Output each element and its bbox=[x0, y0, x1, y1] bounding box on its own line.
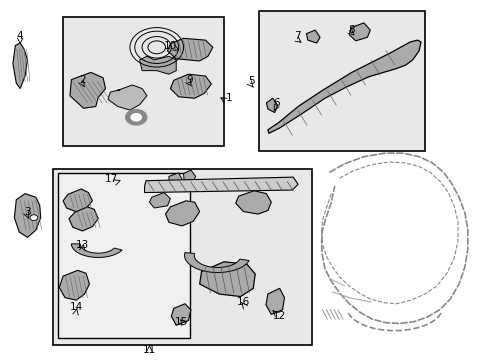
Circle shape bbox=[30, 215, 38, 221]
Polygon shape bbox=[108, 85, 147, 110]
Polygon shape bbox=[171, 304, 190, 325]
Text: 14: 14 bbox=[69, 302, 83, 312]
Polygon shape bbox=[144, 177, 298, 193]
Circle shape bbox=[130, 113, 142, 122]
Polygon shape bbox=[167, 39, 212, 61]
Text: 13: 13 bbox=[76, 239, 89, 249]
Text: 12: 12 bbox=[272, 311, 285, 320]
Polygon shape bbox=[59, 270, 89, 300]
Polygon shape bbox=[170, 74, 211, 98]
Polygon shape bbox=[267, 40, 420, 134]
Polygon shape bbox=[69, 207, 98, 231]
Polygon shape bbox=[235, 191, 271, 214]
Text: 10: 10 bbox=[163, 41, 177, 50]
Polygon shape bbox=[149, 193, 170, 208]
Polygon shape bbox=[184, 253, 249, 273]
Polygon shape bbox=[266, 98, 277, 113]
Polygon shape bbox=[70, 72, 105, 108]
Polygon shape bbox=[168, 173, 182, 185]
Text: 2: 2 bbox=[79, 75, 86, 85]
Text: 4: 4 bbox=[17, 31, 23, 41]
Text: 16: 16 bbox=[236, 297, 250, 307]
Polygon shape bbox=[183, 170, 195, 184]
Polygon shape bbox=[63, 189, 92, 212]
Polygon shape bbox=[13, 43, 27, 89]
Text: 1: 1 bbox=[225, 93, 232, 103]
Text: 7: 7 bbox=[293, 31, 300, 41]
Text: 9: 9 bbox=[186, 75, 193, 85]
Text: 3: 3 bbox=[24, 207, 31, 217]
Polygon shape bbox=[14, 194, 41, 237]
Text: 17: 17 bbox=[105, 174, 118, 184]
Polygon shape bbox=[71, 244, 122, 257]
Text: 6: 6 bbox=[272, 98, 279, 108]
Bar bbox=[259, 12, 424, 151]
Text: 15: 15 bbox=[174, 317, 187, 327]
Circle shape bbox=[125, 109, 147, 125]
Polygon shape bbox=[306, 30, 320, 43]
Text: 5: 5 bbox=[247, 76, 254, 86]
Text: 8: 8 bbox=[348, 25, 354, 35]
Polygon shape bbox=[140, 56, 176, 74]
Polygon shape bbox=[265, 288, 284, 315]
Bar bbox=[53, 169, 311, 345]
Polygon shape bbox=[199, 262, 255, 297]
Polygon shape bbox=[348, 23, 369, 41]
Text: 11: 11 bbox=[142, 345, 156, 355]
Bar bbox=[58, 173, 189, 338]
Bar bbox=[63, 17, 224, 146]
Polygon shape bbox=[165, 201, 199, 226]
